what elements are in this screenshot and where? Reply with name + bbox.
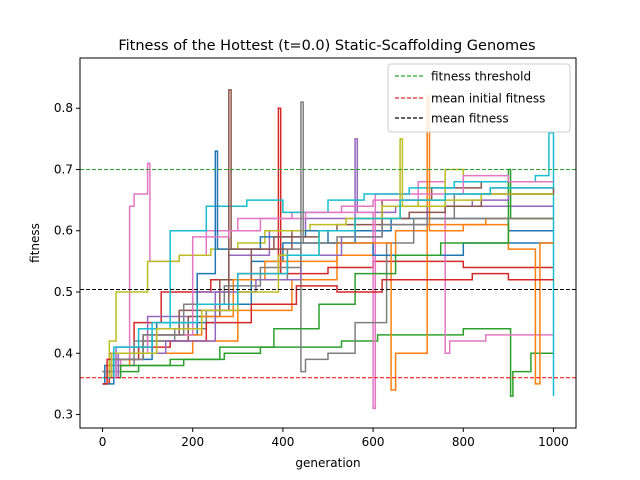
x-tick-label: 200: [181, 435, 204, 449]
y-tick-label: 0.7: [54, 162, 73, 176]
y-axis-ticks: 0.3 0.4 0.5 0.6 0.7 0.8: [54, 101, 80, 422]
series-line-17: [102, 174, 554, 379]
x-tick-label: 800: [452, 435, 475, 449]
x-tick-label: 0: [99, 435, 107, 449]
legend-label-mean-fitness: mean fitness: [431, 112, 509, 126]
legend: fitness threshold mean initial fitness m…: [387, 63, 571, 133]
axes-frame: [79, 57, 577, 429]
x-tick-label: 1000: [538, 435, 569, 449]
series-line-10: [102, 131, 555, 397]
series-line-14: [102, 272, 554, 385]
series-line-12: [102, 95, 554, 391]
y-axis-label: fitness: [28, 223, 42, 263]
y-tick-label: 0.6: [54, 224, 73, 238]
legend-box: [387, 63, 571, 133]
legend-label-fitness-threshold: fitness threshold: [431, 70, 531, 84]
x-axis-ticks: 0 200 400 600 800 1000: [99, 428, 569, 449]
chart-title: Fitness of the Hottest (t=0.0) Static-Sc…: [118, 38, 535, 54]
y-tick-label: 0.4: [54, 346, 73, 360]
series-line-15: [102, 193, 554, 379]
legend-label-mean-initial-fitness: mean initial fitness: [431, 92, 545, 106]
y-tick-label: 0.5: [54, 285, 73, 299]
series-line-20: [102, 187, 554, 379]
x-tick-label: 400: [271, 435, 294, 449]
series-line-7: [102, 162, 554, 410]
x-tick-label: 600: [362, 435, 385, 449]
y-tick-label: 0.8: [54, 101, 73, 115]
y-tick-label: 0.3: [54, 408, 73, 422]
series-line-18: [102, 101, 554, 373]
x-axis-label: generation: [295, 456, 360, 470]
